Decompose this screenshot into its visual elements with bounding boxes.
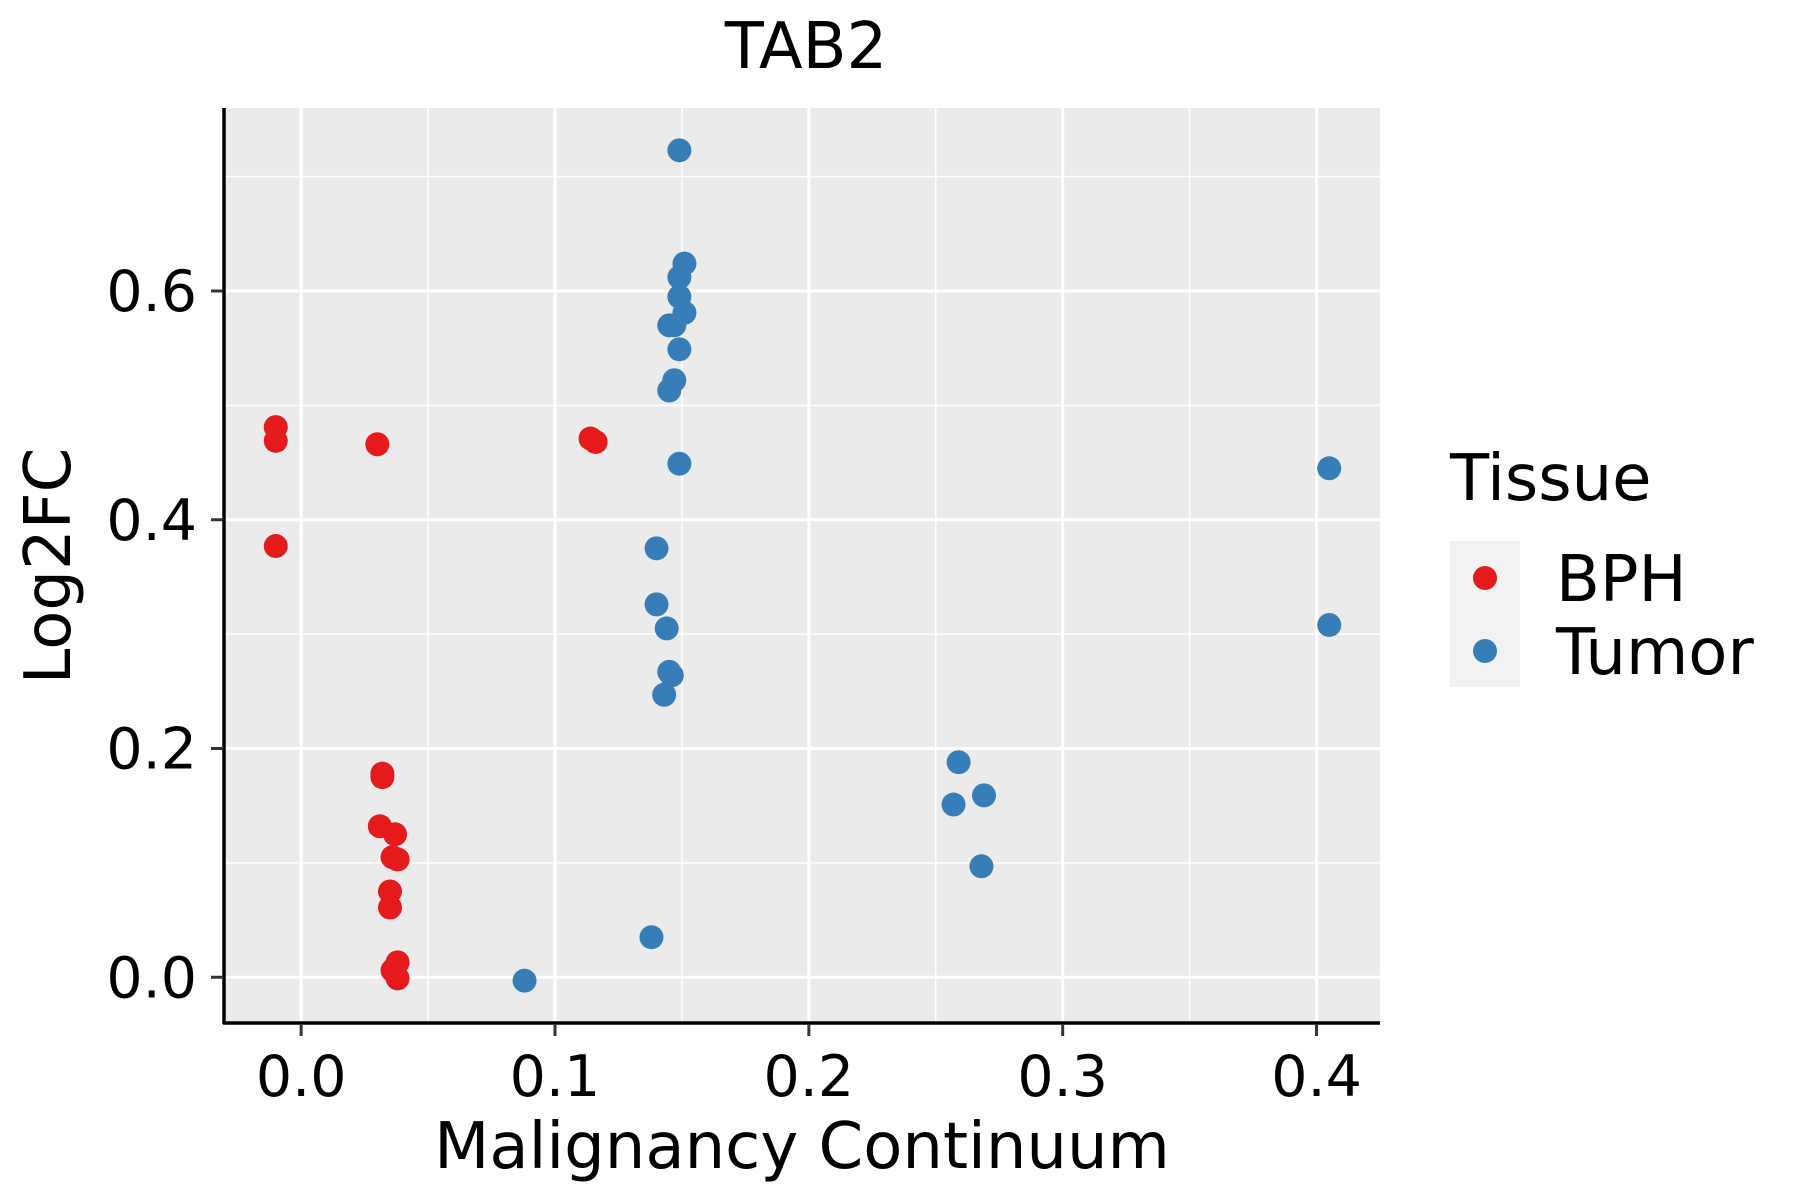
legend-key-tumor <box>1473 639 1497 663</box>
y-axis-title: Log2FC <box>12 448 86 685</box>
x-tick-label: 0.1 <box>510 1044 601 1110</box>
x-axis-ticks: 0.0 0.1 0.2 0.3 0.4 <box>256 1024 1362 1110</box>
y-tick-label: 0.6 <box>106 259 197 325</box>
point-tumor <box>667 451 692 476</box>
point-tumor <box>512 968 537 993</box>
point-tumor <box>659 663 684 688</box>
grid-major <box>225 108 1380 1023</box>
point-tumor <box>1317 612 1342 637</box>
y-tick-label: 0.0 <box>106 945 197 1011</box>
grid-minor <box>225 108 1380 1023</box>
legend-label-bph: BPH <box>1556 543 1687 617</box>
point-tumor <box>946 750 971 775</box>
point-bph <box>583 429 608 454</box>
point-tumor <box>639 925 664 950</box>
point-tumor <box>657 378 682 403</box>
legend: Tissue BPH Tumor <box>1449 442 1754 690</box>
point-tumor <box>667 138 692 163</box>
point-tumor <box>667 265 692 290</box>
point-bph <box>263 428 288 453</box>
point-bph <box>370 765 395 790</box>
point-tumor <box>662 313 687 338</box>
point-tumor <box>644 592 669 617</box>
point-tumor <box>667 337 692 362</box>
x-tick-label: 0.4 <box>1271 1044 1362 1110</box>
point-bph <box>378 895 402 920</box>
x-tick-label: 0.0 <box>256 1044 347 1110</box>
point-tumor <box>969 854 994 879</box>
point-bph <box>385 966 410 991</box>
y-tick-label: 0.4 <box>106 488 197 554</box>
point-bph <box>365 432 390 457</box>
chart-title: TAB2 <box>724 10 888 84</box>
point-tumor <box>1317 456 1342 481</box>
point-tumor <box>652 682 677 707</box>
point-tumor <box>941 792 966 817</box>
legend-label-tumor: Tumor <box>1555 616 1754 690</box>
x-tick-label: 0.3 <box>1017 1044 1108 1110</box>
data-points <box>263 138 1342 993</box>
x-tick-label: 0.2 <box>764 1044 855 1110</box>
point-tumor <box>654 616 679 641</box>
legend-key-background <box>1450 541 1520 687</box>
point-bph <box>383 822 408 847</box>
legend-title: Tissue <box>1449 442 1652 516</box>
y-tick-label: 0.2 <box>106 717 197 783</box>
legend-key-bph <box>1473 566 1497 590</box>
point-tumor <box>644 536 669 561</box>
point-bph <box>263 534 288 559</box>
plot-panel <box>225 108 1380 1023</box>
point-bph <box>385 847 410 872</box>
point-tumor <box>972 783 996 808</box>
x-axis-title: Malignancy Continuum <box>434 1110 1170 1184</box>
y-axis-ticks: 0.0 0.2 0.4 0.6 <box>106 259 223 1011</box>
